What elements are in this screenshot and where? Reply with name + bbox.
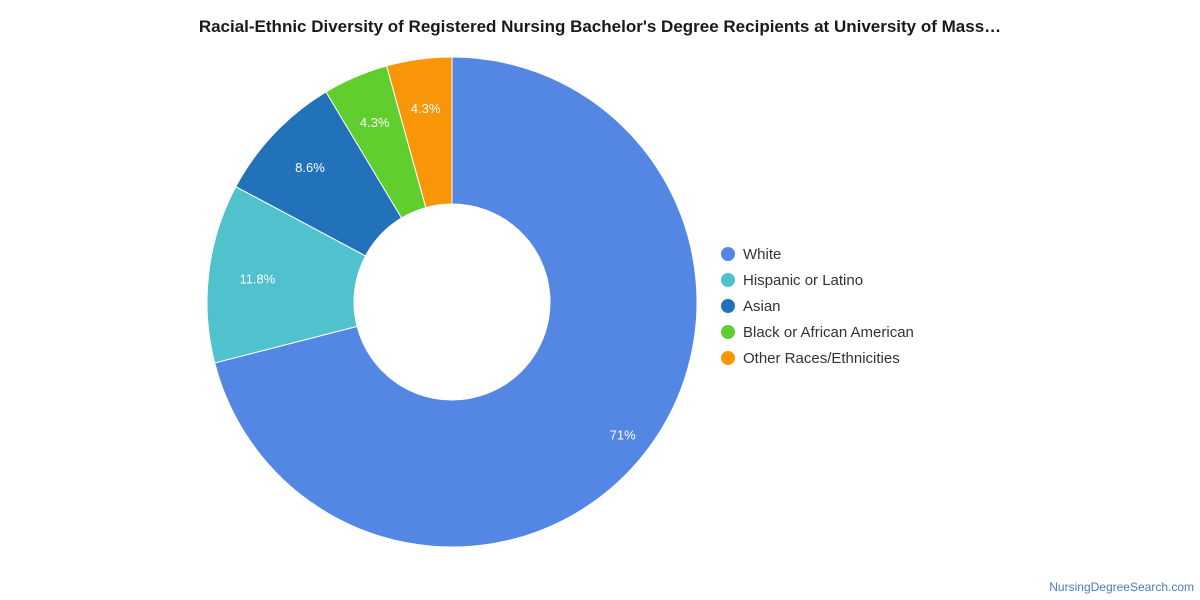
chart-legend: White Hispanic or Latino Asian Black or Afr… (721, 241, 914, 371)
legend-swatch (721, 325, 735, 339)
legend-label: Other Races/Ethnicities (743, 349, 900, 367)
legend-item[interactable]: White (721, 241, 914, 267)
legend-swatch (721, 299, 735, 313)
slice-label: 4.3% (411, 101, 441, 116)
legend-swatch (721, 247, 735, 261)
slice-hispanic-or-latino[interactable] (206, 186, 367, 364)
legend-item[interactable]: Hispanic or Latino (721, 267, 914, 293)
slice-label: 4.3% (360, 115, 390, 130)
legend-label: Hispanic or Latino (743, 271, 864, 289)
source-watermark[interactable]: NursingDegreeSearch.com (1049, 580, 1194, 594)
legend-item[interactable]: Black or African American (721, 319, 914, 345)
slice-white[interactable] (214, 56, 698, 548)
legend-swatch (721, 351, 735, 365)
slice-other-races-ethnicities[interactable] (385, 56, 453, 209)
chart-title: Racial-Ethnic Diversity of Registered Nu… (198, 17, 1002, 36)
legend-swatch (721, 273, 735, 287)
legend-label: White (743, 245, 782, 263)
legend-item[interactable]: Asian (721, 293, 914, 319)
slice-label: 11.8% (239, 272, 275, 287)
legend-label: Asian (743, 297, 781, 315)
slice-label: 71% (610, 427, 636, 442)
slice-label: 8.6% (295, 160, 325, 175)
legend-label: Black or African American (743, 323, 914, 341)
legend-item[interactable]: Other Races/Ethnicities (721, 345, 914, 371)
